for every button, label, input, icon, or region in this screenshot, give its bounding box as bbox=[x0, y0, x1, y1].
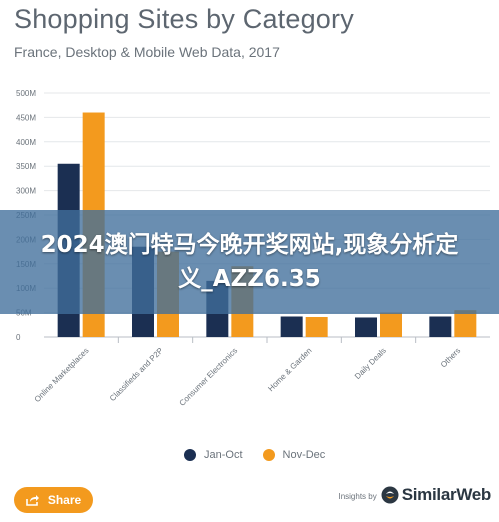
page-subtitle: France, Desktop & Mobile Web Data, 2017 bbox=[14, 44, 280, 60]
bar-nov-dec-4[interactable] bbox=[380, 312, 402, 337]
x-tick-label: Daily Deals bbox=[353, 346, 388, 381]
share-button[interactable]: Share bbox=[14, 487, 93, 513]
legend-dot-icon bbox=[262, 449, 275, 461]
page-title: Shopping Sites by Category bbox=[14, 4, 354, 34]
overlay-banner: 2024澳门特马今晚开奖网站,现象分析定义_AZZ6.35 bbox=[0, 210, 499, 314]
legend-dot-icon bbox=[184, 449, 196, 461]
y-tick-label: 450M bbox=[16, 113, 36, 122]
legend-item-nov-dec[interactable]: Nov-Dec bbox=[262, 449, 326, 461]
bar-nov-dec-5[interactable] bbox=[454, 310, 477, 337]
insights-label: Insights by bbox=[338, 491, 377, 501]
y-tick-label: 300M bbox=[16, 187, 36, 196]
bar-nov-dec-3[interactable] bbox=[305, 316, 328, 337]
share-label: Share bbox=[47, 493, 82, 507]
legend-label: Jan-Oct bbox=[204, 449, 243, 461]
y-tick-label: 0 bbox=[16, 333, 21, 342]
brand-name: SimilarWeb bbox=[401, 485, 492, 504]
bar-jan-oct-4[interactable] bbox=[355, 317, 377, 337]
bar-jan-oct-3[interactable] bbox=[280, 316, 303, 337]
chart-legend: Jan-Oct Nov-Dec bbox=[184, 449, 345, 461]
y-tick-label: 350M bbox=[16, 162, 36, 171]
similarweb-logo-icon bbox=[381, 486, 399, 504]
share-icon bbox=[26, 494, 40, 506]
x-tick-label: Online Marketplaces bbox=[33, 346, 91, 404]
x-tick-label: Home & Garden bbox=[266, 346, 313, 393]
x-tick-label: Classifieds and P2P bbox=[108, 346, 165, 403]
x-axis-labels: Online Marketplaces Classifieds and P2P Co… bbox=[33, 337, 462, 408]
x-tick-label: Consumer Electronics bbox=[178, 346, 240, 408]
legend-item-jan-oct[interactable]: Jan-Oct bbox=[184, 449, 243, 461]
brand-block: Insights by SimilarWeb bbox=[338, 485, 491, 505]
y-tick-label: 400M bbox=[16, 138, 36, 147]
legend-label: Nov-Dec bbox=[282, 449, 326, 461]
bar-jan-oct-5[interactable] bbox=[429, 316, 452, 337]
x-tick-label: Others bbox=[439, 346, 462, 369]
y-tick-label: 500M bbox=[16, 89, 36, 98]
overlay-text: 2024澳门特马今晚开奖网站,现象分析定义_AZZ6.35 bbox=[40, 232, 459, 292]
